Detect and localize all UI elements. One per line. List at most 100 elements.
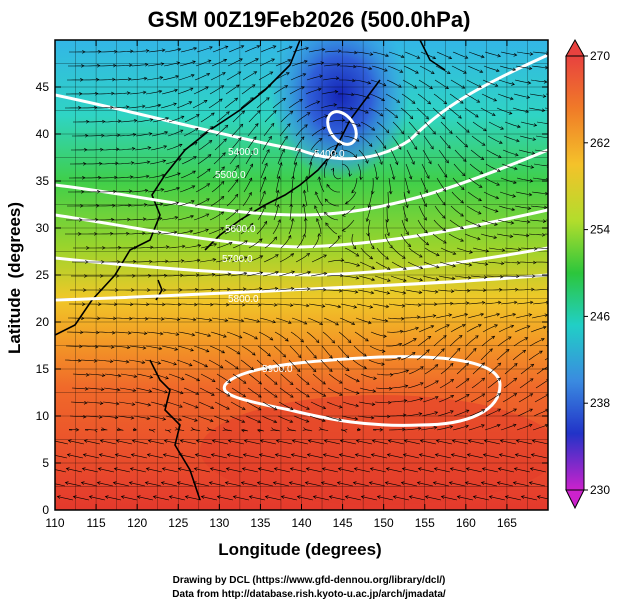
streamline-arrowhead xyxy=(524,337,529,341)
streamline-arrowhead xyxy=(277,219,281,223)
streamline xyxy=(292,303,309,307)
streamline xyxy=(318,176,325,193)
streamline-arrowhead xyxy=(516,274,520,279)
streamline xyxy=(305,482,322,487)
streamline xyxy=(55,469,67,473)
streamline-arrowhead xyxy=(258,380,262,385)
streamline xyxy=(484,177,500,186)
streamline xyxy=(500,424,517,431)
streamline-arrowhead xyxy=(512,194,517,198)
streamline-arrowhead xyxy=(435,277,440,281)
streamline xyxy=(296,373,310,385)
streamline xyxy=(101,162,119,165)
streamline xyxy=(440,363,454,375)
streamline xyxy=(210,468,227,473)
streamline xyxy=(226,331,243,339)
streamline-arrowhead xyxy=(443,174,448,178)
streamline-arrowhead xyxy=(526,325,531,329)
streamline xyxy=(272,219,281,235)
streamline xyxy=(209,345,225,354)
streamline-arrowhead xyxy=(419,397,424,401)
streamline-arrowhead xyxy=(291,175,295,180)
streamline xyxy=(144,232,161,235)
streamline xyxy=(434,468,451,473)
streamline xyxy=(403,191,408,208)
streamline-arrowhead xyxy=(392,495,397,499)
streamline-arrowhead xyxy=(403,278,407,282)
streamline xyxy=(407,261,423,269)
x-tick-label: 115 xyxy=(87,516,106,530)
streamline-arrowhead xyxy=(221,166,225,171)
streamline-arrowhead xyxy=(265,367,270,372)
streamline-arrowhead xyxy=(238,137,242,141)
streamline xyxy=(275,454,292,459)
streamline-arrowhead xyxy=(357,427,361,432)
streamline xyxy=(351,177,358,194)
streamline-arrowhead xyxy=(206,168,211,173)
streamline xyxy=(327,387,343,396)
streamline xyxy=(550,289,566,290)
streamline xyxy=(274,331,289,342)
streamline-arrowhead xyxy=(351,189,355,194)
streamline-arrowhead xyxy=(530,453,535,457)
streamline-arrowhead xyxy=(416,55,421,59)
streamline-arrowhead xyxy=(430,70,435,74)
streamline-arrowhead xyxy=(385,53,389,57)
streamline xyxy=(360,247,373,260)
streamline xyxy=(374,149,383,165)
streamline-arrowhead xyxy=(282,353,287,358)
streamline-arrowhead xyxy=(97,175,102,180)
streamline-arrowhead xyxy=(489,348,493,352)
streamline-arrowhead xyxy=(174,88,178,93)
streamline-arrowhead xyxy=(96,316,101,321)
streamline xyxy=(257,345,271,357)
streamline xyxy=(516,424,533,431)
streamline xyxy=(259,176,266,193)
streamline-arrowhead xyxy=(394,161,399,166)
streamline-arrowhead xyxy=(221,349,226,354)
streamline-arrowhead xyxy=(239,123,244,128)
streamline-arrowhead xyxy=(248,177,253,182)
streamline-arrowhead xyxy=(515,138,520,143)
streamline-arrowhead xyxy=(173,102,177,106)
streamline xyxy=(179,317,196,321)
streamline-arrowhead xyxy=(131,439,136,443)
colorbar-tick-label: 254 xyxy=(590,223,610,237)
streamline-arrowhead xyxy=(210,405,215,409)
streamline xyxy=(135,133,152,137)
streamline xyxy=(131,190,148,193)
streamline-arrowhead xyxy=(130,453,135,457)
streamline-arrowhead xyxy=(161,302,166,307)
streamline xyxy=(233,496,250,501)
streamline xyxy=(248,238,263,249)
streamline-arrowhead xyxy=(379,112,384,117)
streamline-arrowhead xyxy=(478,197,482,202)
streamline xyxy=(448,233,464,242)
streamline xyxy=(496,107,512,114)
streamline xyxy=(129,91,146,95)
streamline-arrowhead xyxy=(142,90,147,95)
streamline xyxy=(388,177,392,194)
streamline xyxy=(280,373,294,385)
streamline-arrowhead xyxy=(339,439,344,443)
streamline xyxy=(324,440,341,445)
contour-label: 5500.0 xyxy=(215,170,246,181)
streamline-arrowhead xyxy=(306,453,311,457)
streamline xyxy=(368,107,383,117)
streamline-arrowhead xyxy=(206,73,211,77)
streamline xyxy=(209,211,224,221)
streamline-arrowhead xyxy=(371,127,376,131)
streamline-arrowhead xyxy=(313,354,317,359)
streamline xyxy=(417,219,428,234)
streamline-arrowhead xyxy=(402,453,407,457)
colorbar-tick-label: 246 xyxy=(590,309,610,323)
streamline xyxy=(102,148,120,151)
streamline xyxy=(371,65,388,72)
streamline xyxy=(228,303,246,306)
streamline xyxy=(549,303,565,305)
streamline-arrowhead xyxy=(286,427,291,431)
streamline xyxy=(293,415,310,423)
streamline-arrowhead xyxy=(240,481,245,485)
streamline-arrowhead xyxy=(287,320,292,324)
